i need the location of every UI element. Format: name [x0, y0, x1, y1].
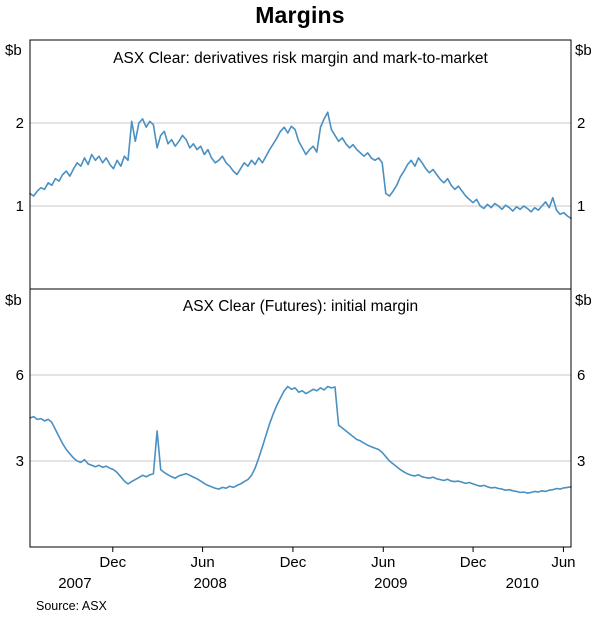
- x-year-label: 2008: [193, 575, 226, 592]
- x-month-label: Dec: [99, 554, 126, 571]
- x-year-label: 2010: [506, 575, 539, 592]
- y-tick-label-right: 2: [577, 115, 585, 132]
- unit-label-bottom-right: $b: [575, 292, 592, 309]
- x-year-label: 2009: [374, 575, 407, 592]
- x-month-label: Dec: [460, 554, 487, 571]
- x-month-label: Jun: [551, 554, 575, 571]
- x-month-label: Dec: [280, 554, 307, 571]
- y-tick-label-right: 3: [577, 453, 585, 470]
- y-tick-label-left: 6: [16, 367, 24, 384]
- series-line: [29, 111, 572, 220]
- series-line: [29, 385, 572, 494]
- y-tick-label-right: 6: [577, 367, 585, 384]
- source-note: Source: ASX: [36, 599, 107, 613]
- y-tick-label-left: 3: [16, 453, 24, 470]
- unit-label-top-right: $b: [575, 42, 592, 59]
- y-tick-label-left: 1: [16, 198, 24, 215]
- chart-title: Margins: [255, 2, 345, 28]
- x-year-label: 2007: [58, 575, 91, 592]
- unit-label-bottom-left: $b: [5, 292, 22, 309]
- y-tick-label-right: 1: [577, 198, 585, 215]
- x-month-label: Jun: [190, 554, 214, 571]
- plot-border: [29, 39, 572, 548]
- x-month-label: Jun: [371, 554, 395, 571]
- panel2-title: ASX Clear (Futures): initial margin: [182, 298, 419, 315]
- panel1-title: ASX Clear: derivatives risk margin and m…: [113, 50, 488, 67]
- y-tick-label-left: 2: [16, 115, 24, 132]
- unit-label-top-left: $b: [5, 42, 22, 59]
